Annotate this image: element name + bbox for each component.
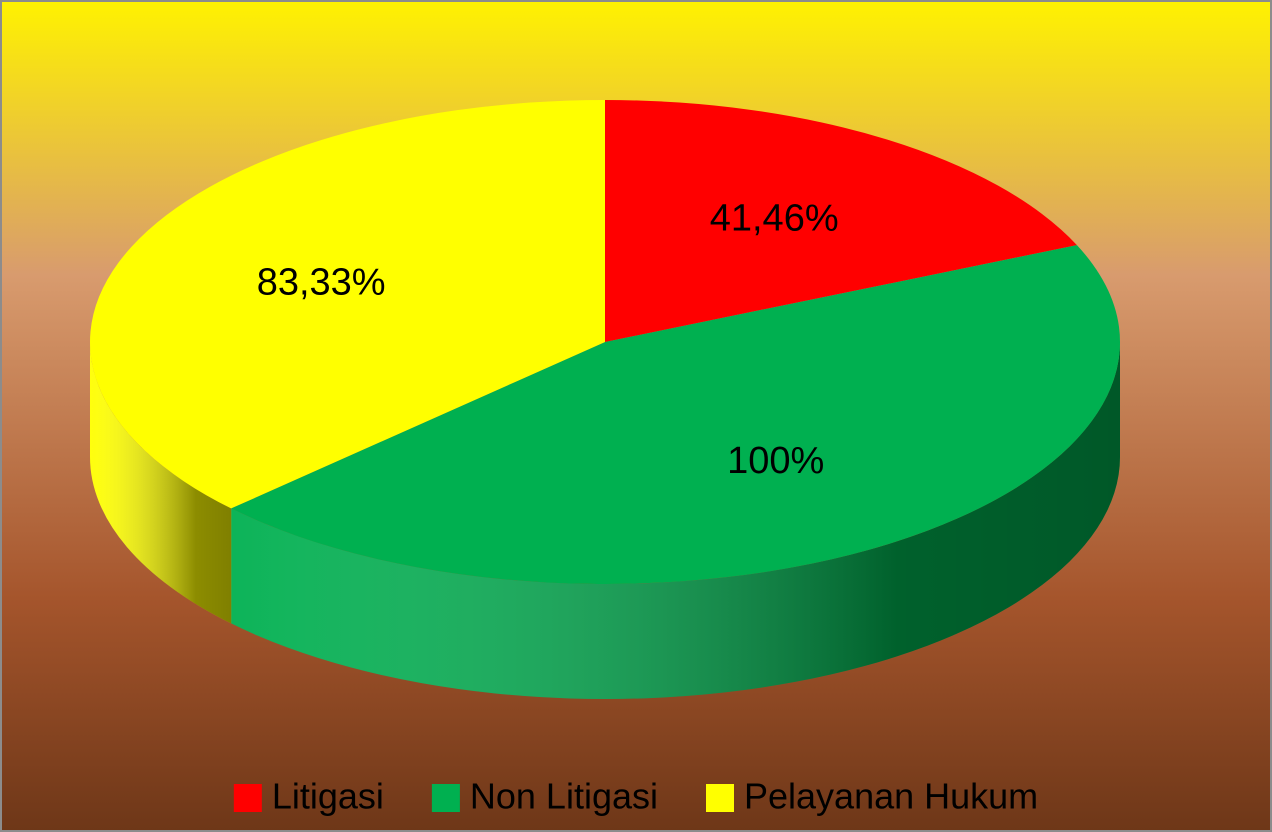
slice (90, 100, 606, 509)
legend-item: Litigasi (233, 776, 384, 817)
legend-label: Litigasi (272, 776, 384, 817)
legend-label: Non Litigasi (470, 776, 658, 817)
slice-side-shade (231, 342, 1120, 699)
pie: 41,46% 100% 83,33% (90, 100, 1121, 699)
legend-item: Non Litigasi (431, 776, 658, 817)
data-label: 100% (727, 440, 824, 482)
legend-label: Pelayanan Hukum (744, 776, 1038, 817)
data-label: 41,46% (710, 198, 839, 240)
slice (231, 245, 1121, 585)
slice (605, 100, 1077, 342)
legend: Litigasi Non Litigasi Pelayanan Hukum (233, 776, 1038, 817)
legend-swatch (431, 784, 460, 812)
data-label: 83,33% (257, 262, 386, 304)
slice-side-shade (90, 342, 232, 624)
legend-item: Pelayanan Hukum (706, 776, 1038, 817)
legend-swatch (706, 784, 734, 812)
legend-swatch (233, 784, 262, 812)
